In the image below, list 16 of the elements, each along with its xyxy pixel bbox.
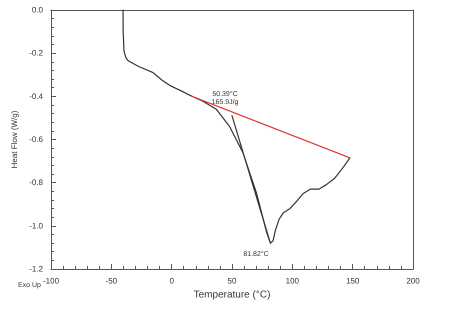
x-axis-title: Temperature (°C) [194,289,270,300]
x-tick-label: 200 [406,276,420,286]
y-tick-label: -1.2 [29,264,44,274]
x-tick-label: -100 [42,276,60,286]
y-tick-label: -0.6 [29,135,44,144]
y-tick-label: -0.2 [29,48,44,58]
y-axis-title: Heat Flow (W/g) [10,110,19,168]
y-tick-label: -0.4 [29,92,44,101]
x-tick-label: -50 [106,276,118,286]
x-tick-label: 150 [346,276,360,286]
y-tick-label: 0.0 [32,6,44,14]
y-tick-label: -0.8 [29,178,44,188]
x-tick-label: 0 [169,276,174,286]
y-tick-label: -1.0 [29,221,44,230]
x-tick-label: 100 [286,276,300,286]
x-tick-label: 50 [228,276,237,286]
